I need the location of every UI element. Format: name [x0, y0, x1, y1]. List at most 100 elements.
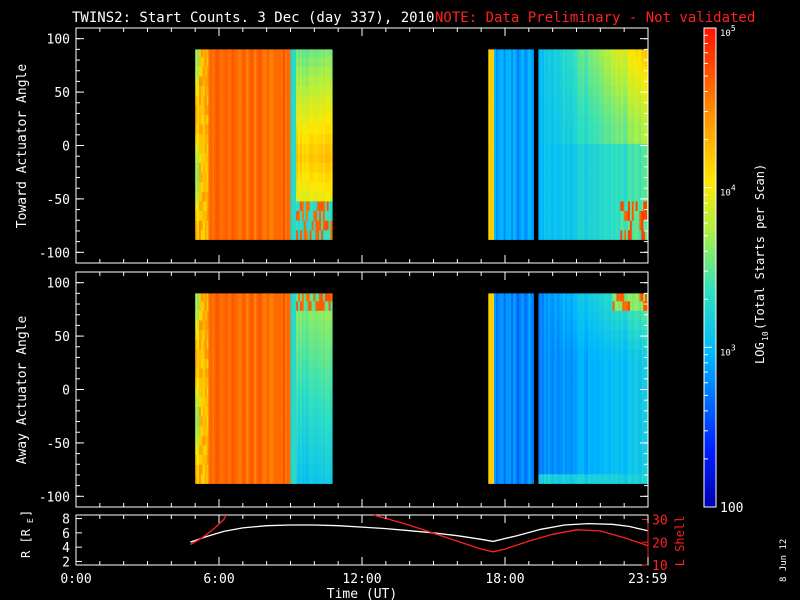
- heatmap-cell: [326, 358, 329, 369]
- heatmap-cell: [582, 201, 585, 211]
- heatmap-cell: [610, 162, 614, 173]
- heatmap-cell: [239, 162, 242, 173]
- heatmap-cell: [273, 191, 276, 202]
- heatmap-cell: [614, 124, 617, 135]
- heatmap-cell: [258, 56, 261, 67]
- heatmap-cell: [511, 339, 514, 350]
- heatmap-cell: [511, 104, 514, 115]
- heatmap-cell: [206, 56, 209, 67]
- heatmap-cell: [256, 358, 259, 369]
- heatmap-cell: [239, 210, 242, 221]
- heatmap-cell: [603, 191, 606, 202]
- heatmap-cell: [218, 143, 221, 154]
- heatmap-cell: [499, 56, 503, 67]
- heatmap-cell: [549, 153, 553, 163]
- heatmap-cell: [313, 368, 316, 379]
- heatmap-cell: [313, 339, 316, 350]
- heatmap-cell: [586, 229, 589, 240]
- heatmap-cell: [212, 387, 215, 398]
- heatmap-cell: [505, 143, 508, 154]
- heatmap-cell: [633, 66, 636, 77]
- heatmap-cell: [200, 66, 204, 77]
- heatmap-cell: [214, 358, 217, 369]
- heatmap-cell: [199, 153, 202, 163]
- heatmap-cell: [212, 425, 215, 436]
- heatmap-cell: [547, 133, 551, 144]
- heatmap-cell: [261, 124, 265, 135]
- heatmap-cell: [216, 201, 219, 211]
- heatmap-cell: [321, 76, 324, 87]
- heatmap-cell: [197, 320, 200, 331]
- heatmap-cell: [511, 377, 514, 388]
- heatmap-cell: [580, 172, 583, 183]
- heatmap-cell: [296, 104, 299, 115]
- heatmap-cell: [298, 153, 301, 163]
- heatmap-cell: [324, 191, 328, 202]
- heatmap-cell: [248, 56, 251, 67]
- heatmap-cell: [206, 473, 209, 484]
- heatmap-cell: [273, 56, 276, 67]
- heatmap-cell: [202, 339, 206, 350]
- heatmap-cell: [220, 172, 223, 183]
- heatmap-cell: [626, 220, 629, 231]
- heatmap-cell: [546, 220, 549, 231]
- heatmap-cell: [499, 300, 503, 311]
- heatmap-cell: [214, 310, 217, 321]
- heatmap-cell: [574, 191, 577, 202]
- heatmap-cell: [225, 416, 228, 427]
- heatmap-cell: [208, 201, 211, 211]
- heatmap-cell: [200, 300, 204, 311]
- heatmap-cell: [639, 181, 642, 192]
- heatmap-cell: [239, 220, 242, 231]
- heatmap-cell: [526, 56, 529, 67]
- heatmap-cell: [645, 85, 648, 96]
- heatmap-cell: [258, 358, 261, 369]
- heatmap-cell: [246, 454, 249, 465]
- heatmap-cell: [565, 181, 568, 192]
- heatmap-cell: [501, 416, 504, 427]
- heatmap-cell: [599, 153, 602, 163]
- heatmap-cell: [629, 104, 633, 115]
- heatmap-cell: [225, 104, 228, 115]
- heatmap-cell: [195, 358, 198, 369]
- heatmap-cell: [271, 153, 274, 163]
- heatmap-cell: [269, 95, 272, 106]
- heatmap-cell: [509, 162, 512, 173]
- heatmap-cell: [520, 162, 523, 173]
- heatmap-cell: [252, 387, 255, 398]
- heatmap-cell: [497, 85, 501, 96]
- heatmap-cell: [570, 114, 574, 125]
- heatmap-cell: [578, 143, 581, 154]
- heatmap-cell: [250, 153, 253, 163]
- heatmap-cell: [572, 201, 575, 211]
- heatmap-cell: [206, 300, 209, 311]
- heatmap-cell: [202, 377, 206, 388]
- heatmap-cell: [321, 406, 324, 417]
- heatmap-cell: [221, 416, 225, 427]
- heatmap-cell: [522, 76, 525, 87]
- heatmap-cell: [263, 377, 267, 388]
- heatmap-cell: [551, 153, 554, 163]
- heatmap-cell: [633, 172, 636, 183]
- heatmap-cell: [231, 416, 234, 427]
- heatmap-cell: [326, 104, 329, 115]
- heatmap-cell: [248, 445, 251, 455]
- heatmap-cell: [557, 49, 560, 58]
- heatmap-cell: [282, 201, 286, 211]
- heatmap-cell: [223, 181, 227, 192]
- heatmap-cell: [252, 473, 255, 484]
- heatmap-cell: [326, 445, 329, 455]
- heatmap-cell: [290, 153, 293, 163]
- heatmap-cell: [300, 181, 303, 192]
- heatmap-cell: [252, 329, 255, 340]
- heatmap-cell: [300, 191, 303, 202]
- heatmap-cell: [199, 368, 202, 379]
- heatmap-cell: [635, 153, 638, 163]
- heatmap-cell: [252, 300, 255, 311]
- heatmap-cell: [520, 300, 523, 311]
- heatmap-cell: [597, 133, 600, 144]
- heatmap-cell: [242, 85, 246, 96]
- heatmap-cell: [240, 377, 244, 388]
- heatmap-cell: [582, 191, 585, 202]
- heatmap-cell: [503, 406, 506, 417]
